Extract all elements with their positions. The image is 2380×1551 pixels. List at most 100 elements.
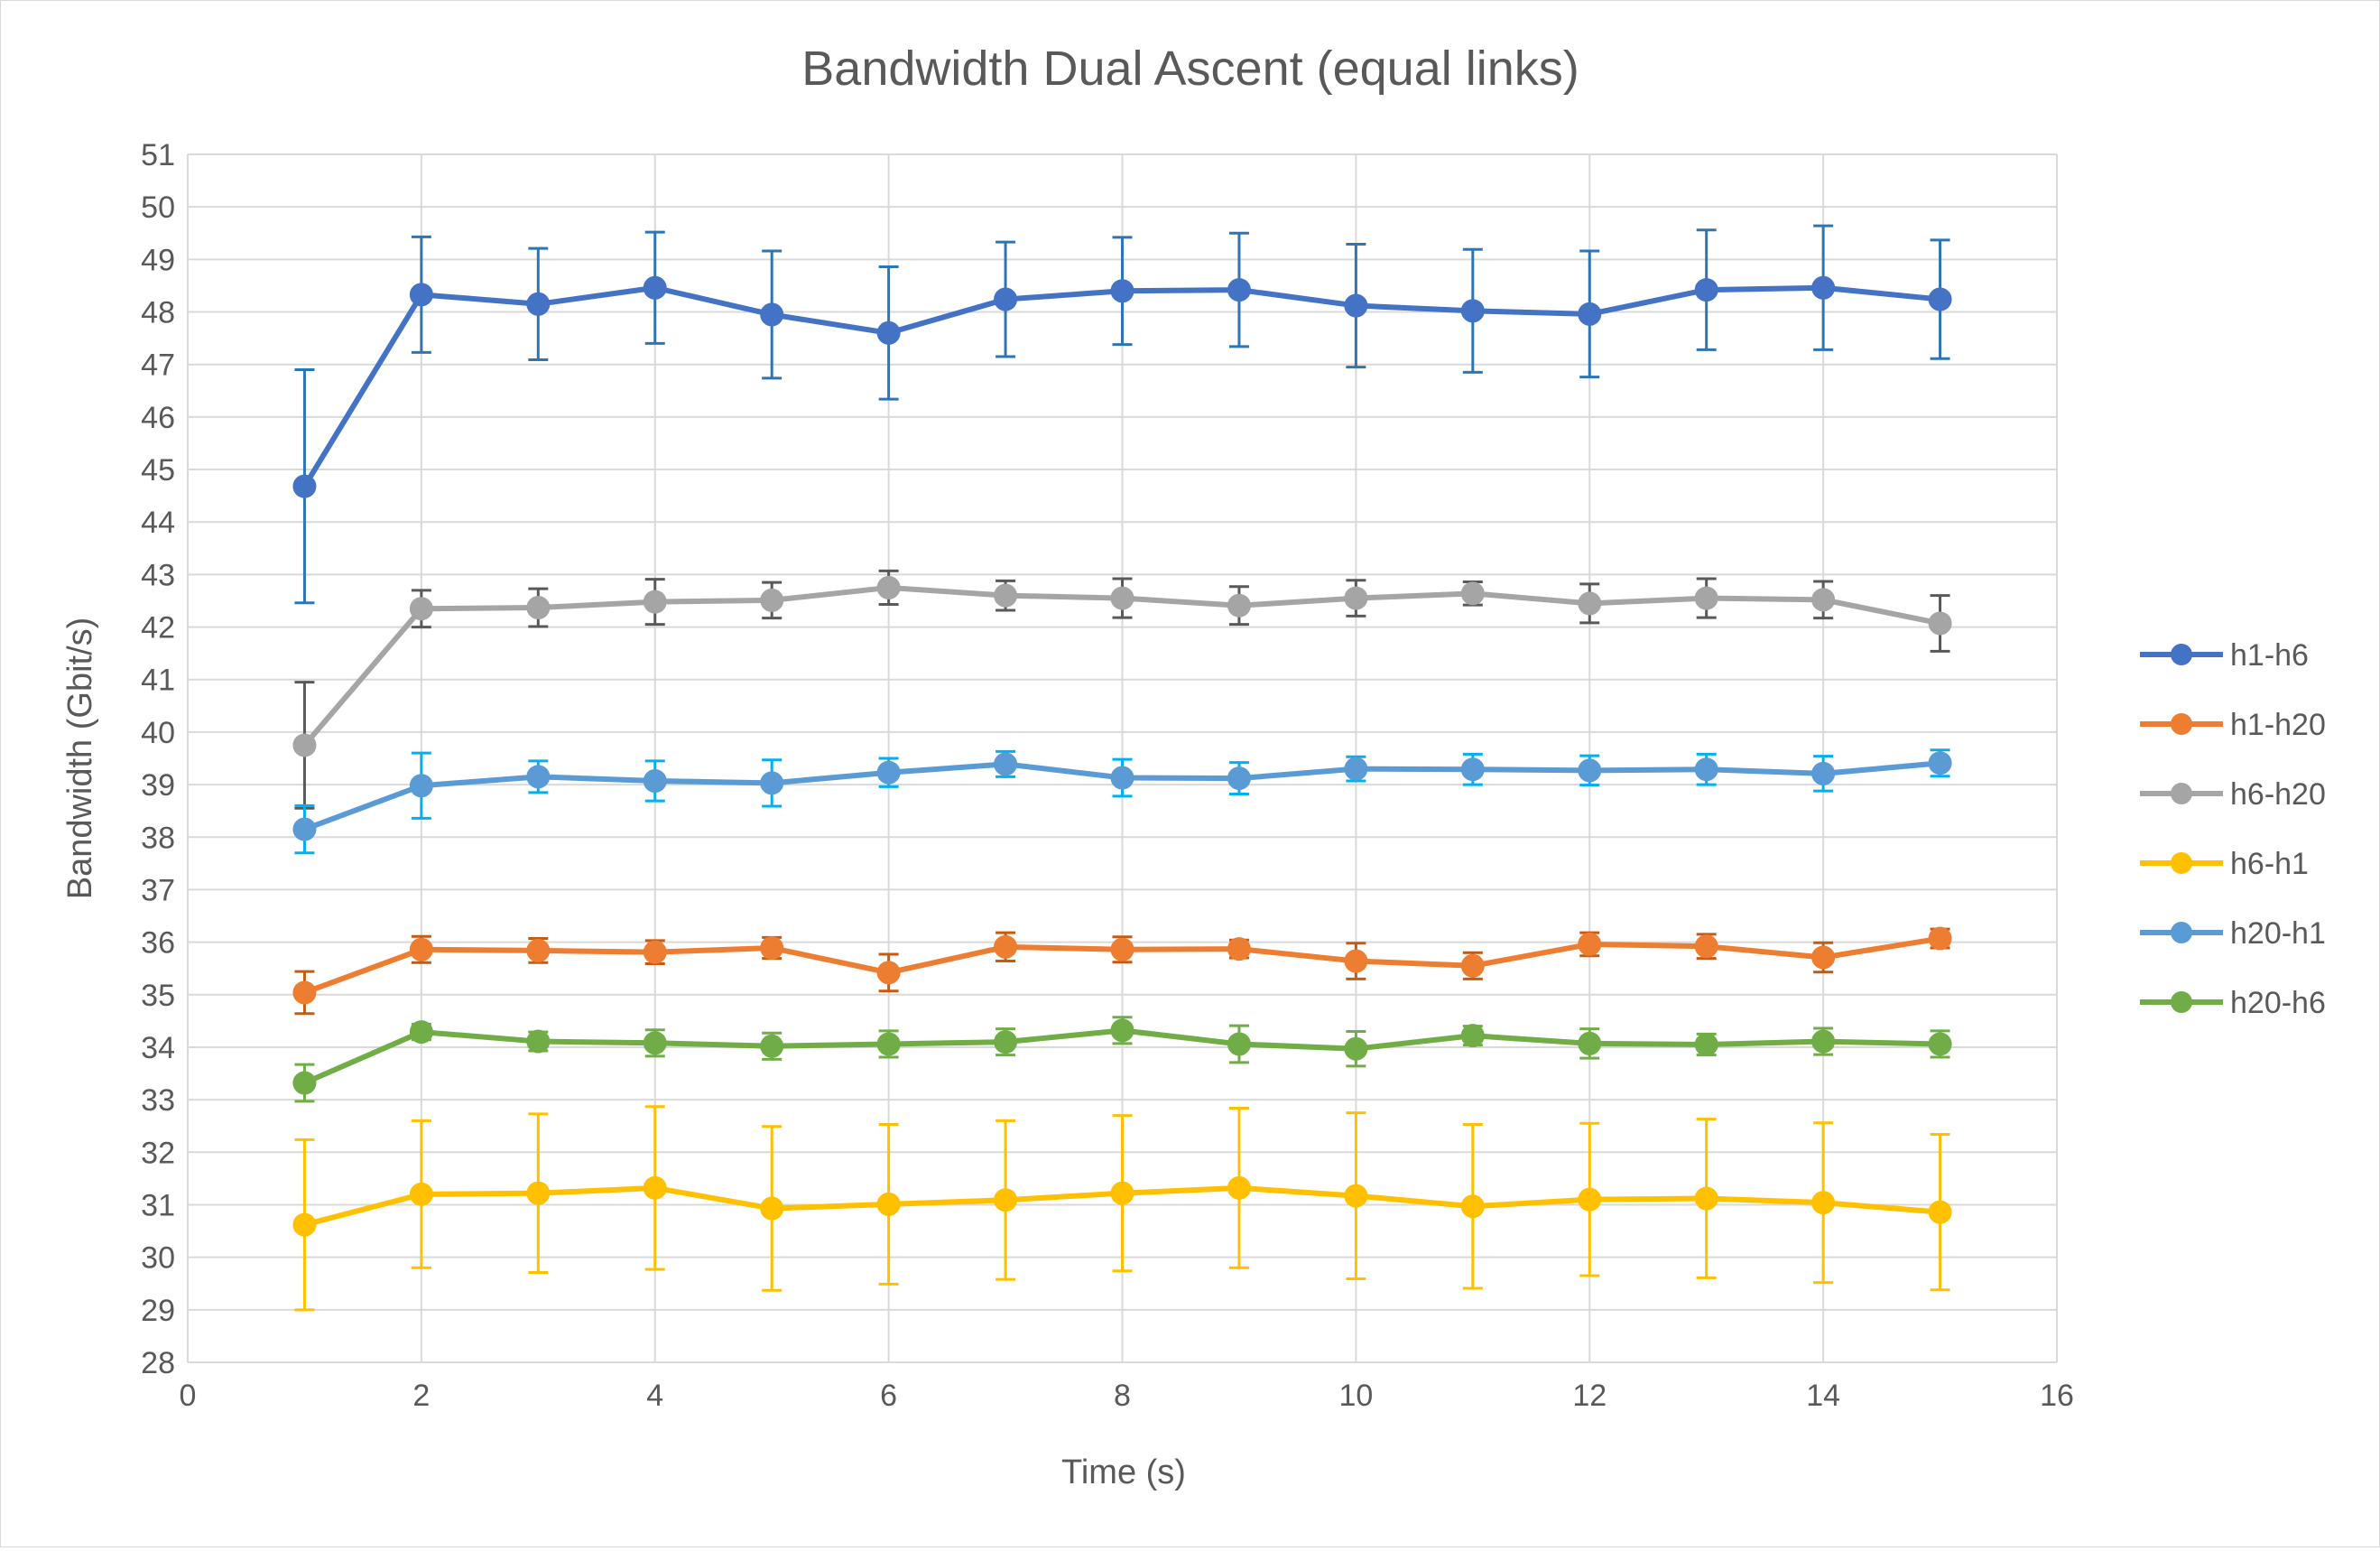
data-point bbox=[876, 1032, 901, 1056]
x-tick-label: 0 bbox=[180, 1379, 197, 1413]
data-point bbox=[876, 1192, 901, 1216]
data-point bbox=[1344, 293, 1368, 318]
data-point bbox=[1578, 932, 1602, 956]
data-point bbox=[1928, 1032, 1952, 1056]
data-point bbox=[1227, 766, 1251, 791]
data-point bbox=[1344, 586, 1368, 610]
legend-item: h1-h20 bbox=[2140, 708, 2326, 742]
data-point bbox=[876, 961, 901, 985]
data-point bbox=[760, 588, 784, 612]
legend-item: h6-h1 bbox=[2140, 847, 2309, 881]
data-point bbox=[1578, 591, 1602, 616]
data-point bbox=[1227, 593, 1251, 618]
data-point bbox=[1928, 1200, 1952, 1224]
axes: 2829303132333435363738394041424344454647… bbox=[141, 138, 2074, 1413]
data-point bbox=[1694, 1033, 1718, 1057]
data-point bbox=[643, 590, 667, 614]
data-point bbox=[994, 934, 1018, 959]
data-point bbox=[1928, 926, 1952, 951]
data-point bbox=[292, 817, 317, 841]
data-point bbox=[292, 474, 317, 498]
y-tick-label: 51 bbox=[141, 138, 175, 172]
data-point bbox=[526, 292, 551, 316]
data-point bbox=[1227, 1032, 1251, 1056]
data-point bbox=[1811, 1191, 1836, 1215]
data-point bbox=[409, 597, 433, 621]
legend-swatch-marker bbox=[2171, 713, 2192, 735]
data-point bbox=[994, 287, 1018, 311]
data-point bbox=[994, 752, 1018, 776]
data-point bbox=[526, 1181, 551, 1205]
x-tick-label: 16 bbox=[2040, 1379, 2074, 1413]
x-tick-label: 2 bbox=[412, 1379, 430, 1413]
data-point bbox=[1344, 1184, 1368, 1208]
x-axis-title: Time (s) bbox=[1061, 1453, 1186, 1491]
legend-label: h20-h6 bbox=[2230, 986, 2326, 1020]
data-point bbox=[1460, 299, 1485, 323]
data-point bbox=[643, 769, 667, 794]
y-tick-label: 31 bbox=[141, 1188, 175, 1222]
data-point bbox=[1928, 611, 1952, 636]
legend-label: h20-h1 bbox=[2230, 916, 2326, 951]
y-tick-label: 35 bbox=[141, 979, 175, 1013]
y-tick-label: 48 bbox=[141, 296, 175, 330]
data-point bbox=[1928, 287, 1952, 311]
legend-item: h20-h1 bbox=[2140, 916, 2326, 951]
data-point bbox=[526, 938, 551, 962]
legend-label: h6-h1 bbox=[2230, 847, 2309, 881]
y-tick-label: 41 bbox=[141, 664, 175, 698]
legend-swatch-marker bbox=[2171, 991, 2192, 1013]
data-point bbox=[1227, 1175, 1251, 1200]
data-point bbox=[1811, 945, 1836, 970]
data-point bbox=[409, 283, 433, 307]
data-point bbox=[1110, 586, 1134, 610]
data-point bbox=[1460, 1194, 1485, 1219]
data-point bbox=[1694, 1186, 1718, 1211]
legend-swatch-marker bbox=[2171, 852, 2192, 874]
data-point bbox=[1110, 937, 1134, 961]
data-point bbox=[876, 575, 901, 599]
data-point bbox=[409, 1020, 433, 1045]
data-point bbox=[994, 1188, 1018, 1212]
y-tick-label: 38 bbox=[141, 821, 175, 855]
data-point bbox=[1344, 949, 1368, 973]
x-tick-label: 10 bbox=[1338, 1379, 1373, 1413]
data-point bbox=[760, 302, 784, 327]
data-point bbox=[1227, 937, 1251, 961]
data-point bbox=[760, 1196, 784, 1221]
data-point bbox=[1578, 302, 1602, 326]
data-point bbox=[409, 774, 433, 798]
data-point bbox=[876, 760, 901, 785]
data-point bbox=[760, 936, 784, 961]
x-tick-label: 4 bbox=[646, 1379, 663, 1413]
data-point bbox=[1811, 275, 1836, 300]
data-point bbox=[760, 1034, 784, 1058]
data-point bbox=[1110, 1018, 1134, 1043]
legend-item: h6-h20 bbox=[2140, 777, 2326, 812]
chart-title: Bandwidth Dual Ascent (equal links) bbox=[801, 42, 1579, 96]
x-tick-label: 12 bbox=[1572, 1379, 1607, 1413]
series-h20-h6 bbox=[292, 1016, 1952, 1103]
data-point bbox=[1578, 1031, 1602, 1055]
data-point bbox=[1344, 1036, 1368, 1061]
data-point bbox=[643, 1175, 667, 1200]
y-tick-label: 46 bbox=[141, 401, 175, 435]
data-point bbox=[1460, 953, 1485, 978]
data-point bbox=[1578, 1187, 1602, 1212]
data-point bbox=[876, 320, 901, 345]
y-tick-label: 34 bbox=[141, 1031, 175, 1065]
data-point bbox=[643, 275, 667, 300]
y-tick-label: 40 bbox=[141, 716, 175, 750]
data-point bbox=[1460, 1024, 1485, 1048]
data-point bbox=[643, 940, 667, 964]
legend-swatch-marker bbox=[2171, 644, 2192, 665]
data-point bbox=[292, 1071, 317, 1095]
data-point bbox=[1344, 757, 1368, 781]
series-h1-h6 bbox=[292, 224, 1952, 605]
y-tick-label: 30 bbox=[141, 1241, 175, 1276]
data-point bbox=[292, 1212, 317, 1237]
series-h6-h1 bbox=[292, 1105, 1952, 1312]
y-tick-label: 37 bbox=[141, 873, 175, 907]
